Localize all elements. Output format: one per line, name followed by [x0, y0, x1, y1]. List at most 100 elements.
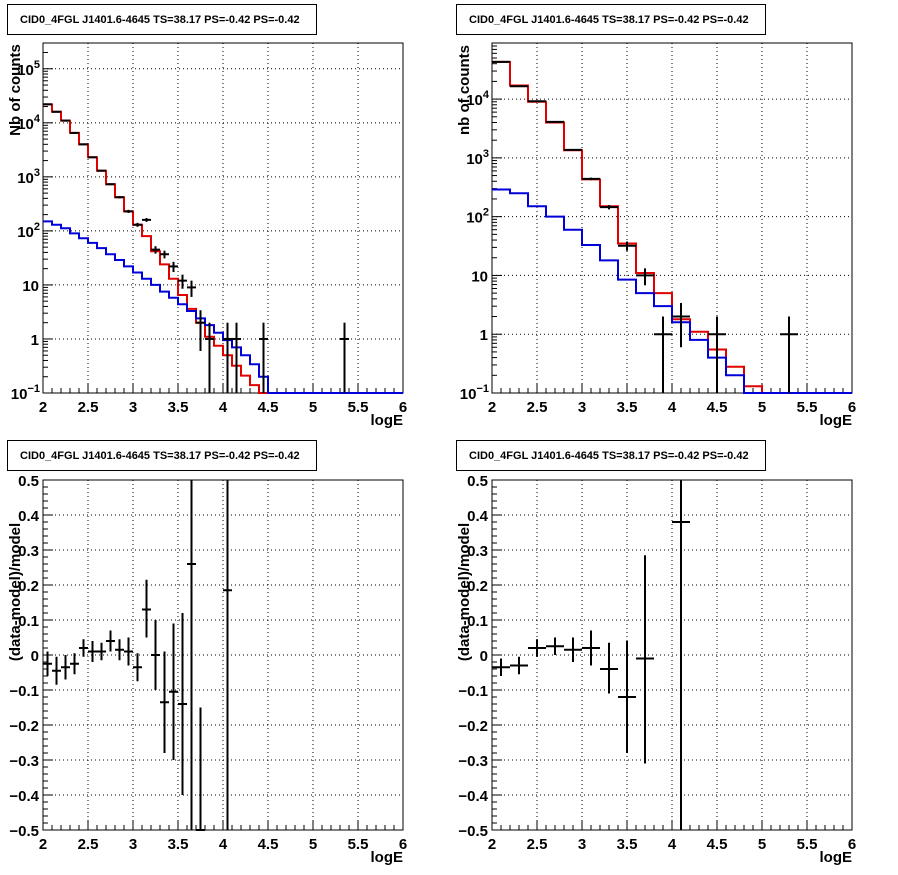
- panel-bottom-right: 2 2.5 3 3.5 4 4.5 5 5.5 6 −0.5 −0.4 −0.3 −0.2 −0.1 0 0.…: [449, 437, 898, 875]
- data-point: [654, 316, 672, 393]
- data-point: [61, 655, 70, 680]
- y-tick-label: 10: [22, 278, 39, 295]
- data-point: [142, 579, 151, 638]
- x-tick-label: 2.5: [527, 399, 548, 416]
- data-point: [88, 156, 97, 159]
- y-tick-label: 104: [466, 89, 490, 109]
- model-histogram-blue: [43, 220, 403, 394]
- data-point: [600, 642, 618, 694]
- x-tick-label: 3: [129, 399, 137, 416]
- counts-chart-1: 2 2.5 3 3.5 4 4.5 5 5.5 6 10−1 1 10 102 103 104 105 logE…: [7, 42, 407, 429]
- x-tick-label: 4: [219, 399, 228, 416]
- y-tick-label: 1: [31, 332, 39, 349]
- data-point: [636, 555, 654, 764]
- x-tick-label: 5: [309, 836, 317, 853]
- y-axis-title: (data-model)/model: [7, 523, 24, 661]
- y-tick-label: 103: [466, 148, 489, 168]
- y-tick-label: −0.2: [9, 718, 39, 735]
- y-tick-label: 0.4: [18, 508, 40, 525]
- x-tick-label: 3: [129, 836, 137, 853]
- data-point: [223, 322, 232, 393]
- data-point: [142, 218, 151, 222]
- data-point: [52, 656, 61, 685]
- x-tick-label: 3.5: [617, 399, 638, 416]
- y-tick-label: −0.5: [9, 823, 39, 840]
- data-point: [106, 630, 115, 652]
- x-axis-title: logE: [371, 849, 404, 866]
- x-tick-label: 6: [848, 399, 856, 416]
- y-tick-label: 102: [17, 221, 40, 241]
- residual-chart-1: 2 2.5 3 3.5 4 4.5 5 5.5 6 −0.5 −0.4 −0.3 −0.2 −0.1 0 0.…: [7, 473, 407, 866]
- x-tick-label: 5.5: [348, 836, 369, 853]
- x-tick-label: 4: [668, 399, 677, 416]
- y-tick-label: −0.3: [458, 753, 488, 770]
- data-point: [169, 623, 178, 760]
- data-point: [187, 480, 196, 830]
- residual-chart-2: 2 2.5 3 3.5 4 4.5 5 5.5 6 −0.5 −0.4 −0.3 −0.2 −0.1 0 0.…: [456, 473, 856, 866]
- y-tick-label: 0: [480, 648, 488, 665]
- data-point: [582, 630, 600, 666]
- model-histogram-blue: [492, 188, 852, 394]
- data-point: [196, 707, 205, 831]
- y-tick-label: 102: [466, 207, 489, 227]
- counts-chart-2: 2 2.5 3 3.5 4 4.5 5 5.5 6 10−1 1 10 102 103 104 logE nb …: [456, 42, 856, 429]
- data-point: [223, 480, 232, 830]
- x-tick-label: 2.5: [78, 836, 99, 853]
- y-tick-label: −0.1: [9, 683, 39, 700]
- y-tick-label: 0.1: [467, 613, 488, 630]
- x-tick-label: 5: [309, 399, 317, 416]
- y-tick-label: 0.3: [18, 543, 39, 560]
- y-tick-label: −0.4: [458, 788, 488, 805]
- x-tick-label: 6: [399, 399, 407, 416]
- x-axis-title: logE: [820, 849, 853, 866]
- data-point: [124, 209, 133, 213]
- data-point: [133, 653, 142, 682]
- x-tick-label: 3.5: [168, 399, 189, 416]
- data-point: [70, 653, 79, 675]
- data-point: [582, 177, 600, 181]
- chart-title: CID0_4FGL J1401.6-4645 TS=38.17 PS=-0.42…: [456, 440, 766, 471]
- x-tick-label: 4: [219, 836, 228, 853]
- data-point: [178, 274, 187, 289]
- y-tick-label: 0.2: [467, 578, 488, 595]
- data-point: [124, 637, 133, 666]
- data-point: [205, 322, 214, 393]
- y-tick-label: −0.1: [458, 683, 488, 700]
- y-tick-label: 105: [17, 59, 40, 79]
- x-axis-title: logE: [820, 412, 853, 429]
- y-tick-label: 1: [480, 327, 488, 344]
- panel-top-left: 2 2.5 3 3.5 4 4.5 5 5.5 6 10−1 1 10 102 103 104 105 logE…: [0, 0, 449, 437]
- x-tick-label: 3: [578, 836, 586, 853]
- x-tick-label: 6: [399, 836, 407, 853]
- model-histogram-red: [492, 60, 852, 394]
- x-tick-label: 3.5: [168, 836, 189, 853]
- y-axis-title: Nb of counts: [7, 44, 24, 136]
- x-tick-label: 2: [488, 399, 496, 416]
- y-tick-label: 10−1: [11, 383, 40, 403]
- x-tick-label: 2.5: [78, 399, 99, 416]
- x-tick-label: 5: [758, 836, 766, 853]
- x-tick-label: 4.5: [707, 399, 728, 416]
- data-point: [492, 658, 510, 676]
- data-point: [79, 639, 88, 657]
- x-tick-label: 2.5: [527, 836, 548, 853]
- y-tick-label: 0.5: [18, 473, 39, 490]
- x-tick-label: 4.5: [258, 836, 279, 853]
- data-point: [780, 316, 798, 393]
- y-tick-label: 0: [31, 648, 39, 665]
- data-point: [88, 641, 97, 662]
- x-tick-label: 2: [39, 836, 47, 853]
- data-point: [232, 322, 241, 393]
- data-point: [636, 268, 654, 286]
- data-point: [672, 480, 690, 830]
- panel-bottom-left: 2 2.5 3 3.5 4 4.5 5 5.5 6 −0.5 −0.4 −0.3 −0.2 −0.1 0 0.…: [0, 437, 449, 875]
- data-point: [151, 620, 160, 690]
- y-tick-label: 104: [17, 113, 41, 133]
- y-tick-label: −0.2: [458, 718, 488, 735]
- y-tick-label: 10: [471, 268, 488, 285]
- data-point: [618, 241, 636, 251]
- chart-title: CID0_4FGL J1401.6-4645 TS=38.17 PS=-0.42…: [7, 4, 317, 35]
- data-point: [564, 637, 582, 662]
- data-point: [618, 641, 636, 753]
- panel-top-right: 2 2.5 3 3.5 4 4.5 5 5.5 6 10−1 1 10 102 103 104 logE nb …: [449, 0, 898, 437]
